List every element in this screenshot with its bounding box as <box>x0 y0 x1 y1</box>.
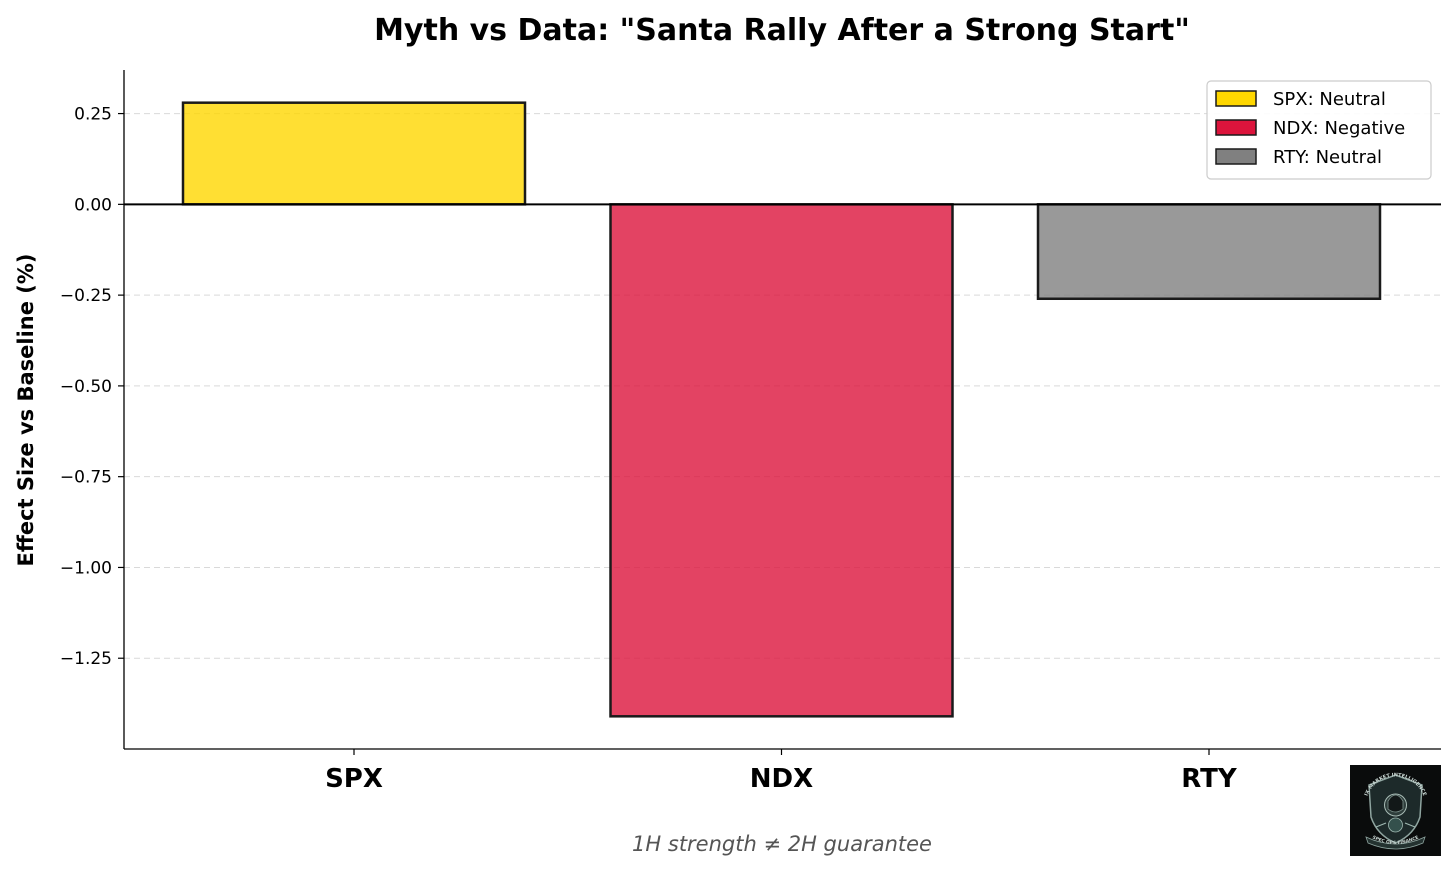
x-tick-label: NDX <box>750 764 813 794</box>
y-tick-label: −0.25 <box>60 286 112 306</box>
legend-swatch <box>1215 148 1257 165</box>
chart-title: Myth vs Data: "Santa Rally After a Stron… <box>374 13 1190 48</box>
bar-spx <box>181 101 527 206</box>
brand-logo: IX MARKET INTELLIGENCE SPEC OPS FINANCE <box>1350 765 1441 856</box>
legend-label: SPX: Neutral <box>1273 89 1386 110</box>
y-ticks: 0.25 0.00 −0.25 −0.50 −0.75 −1.00 −1.25 <box>60 105 124 669</box>
x-tick-label: RTY <box>1181 764 1238 794</box>
y-tick-label: −1.00 <box>60 558 112 578</box>
x-ticks: SPX NDX RTY <box>325 749 1238 794</box>
y-tick-label: −1.25 <box>60 649 112 669</box>
legend-swatch <box>1215 119 1257 136</box>
chart-subtitle: 1H strength ≠ 2H guarantee <box>632 832 932 856</box>
x-tick-label: SPX <box>325 764 383 794</box>
legend-label: NDX: Negative <box>1273 118 1405 139</box>
bar-ndx <box>609 203 954 718</box>
legend: SPX: Neutral NDX: Negative RTY: Neutral <box>1206 80 1432 180</box>
y-tick-label: 0.25 <box>74 105 112 125</box>
y-tick-label: −0.50 <box>60 377 112 397</box>
y-tick-label: 0.00 <box>74 195 112 215</box>
y-tick-label: −0.75 <box>60 468 112 488</box>
bars <box>181 101 1382 718</box>
legend-swatch <box>1215 90 1257 107</box>
legend-label: RTY: Neutral <box>1273 147 1382 168</box>
shield-emblem-icon: IX MARKET INTELLIGENCE SPEC OPS FINANCE <box>1364 772 1428 850</box>
y-axis-label: Effect Size vs Baseline (%) <box>14 253 38 566</box>
bar-rty <box>1036 203 1382 301</box>
legend-frame <box>1206 80 1432 180</box>
